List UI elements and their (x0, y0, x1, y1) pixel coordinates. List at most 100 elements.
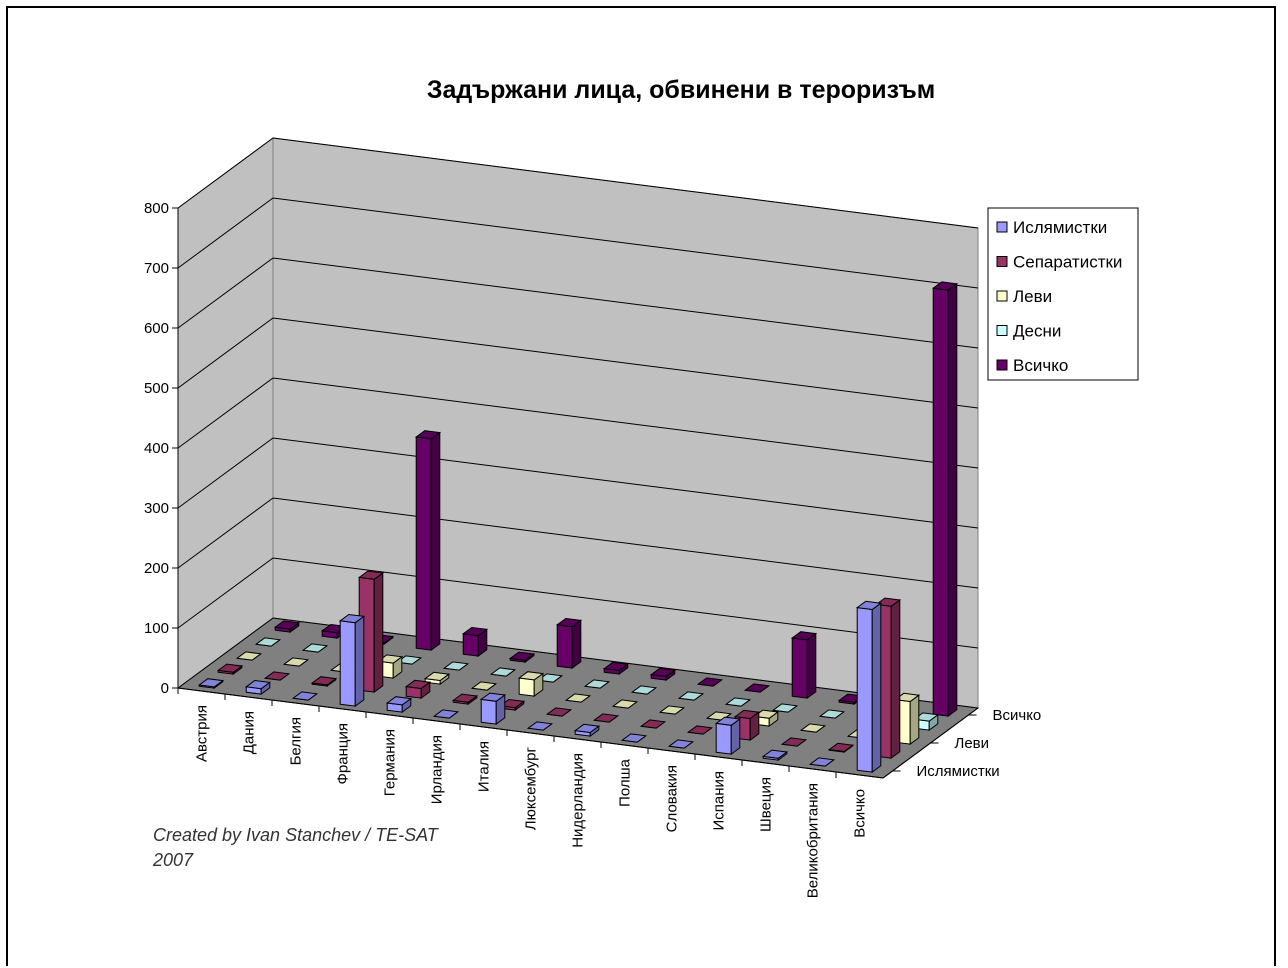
bar (780, 737, 808, 747)
chart-title: Задържани лица, обвинени в тероризъм (427, 76, 935, 104)
legend-swatch (996, 325, 1008, 336)
bar (244, 679, 272, 696)
bar (602, 661, 630, 676)
gridline (177, 557, 979, 649)
bar (743, 683, 771, 693)
y-tick-label: 800 (144, 200, 169, 217)
y-tick-label: 200 (144, 560, 169, 577)
bar (855, 600, 883, 774)
depth-tick-label: Леви (955, 735, 990, 752)
bar (658, 705, 686, 715)
bar (931, 281, 959, 718)
legend-swatch (996, 221, 1008, 233)
credit: Created by Ivan Stanchev / TE-SAT 2007 (152, 825, 440, 870)
x-tick-label: Италия (476, 741, 493, 792)
bar (461, 626, 489, 658)
bar (564, 693, 592, 703)
y-tick-label: 100 (144, 620, 169, 637)
gridline (177, 437, 979, 529)
x-tick-label: Дания (241, 711, 258, 754)
y-tick-label: 0 (161, 680, 169, 697)
x-tick-label: Австрия (194, 705, 211, 762)
bar (508, 651, 536, 664)
bar (677, 691, 705, 701)
y-tick-label: 700 (144, 260, 169, 277)
bar (385, 696, 413, 714)
x-axis-line (177, 687, 884, 779)
bar (291, 691, 319, 701)
bar (555, 617, 583, 670)
bar (714, 716, 742, 756)
legend-label: Ислямистки (1013, 218, 1107, 237)
gridlines (177, 137, 979, 709)
bar (489, 667, 517, 677)
credit-line2: 2007 (152, 850, 194, 870)
y-tick-label: 500 (144, 380, 169, 397)
legend-swatch (996, 359, 1008, 371)
x-tick-label: Белгия (288, 717, 305, 765)
bar (404, 679, 432, 700)
bar (611, 699, 639, 709)
legend: Ислямистки Сепаратистки Леви Десни Всичко (987, 207, 1139, 381)
bar (216, 663, 244, 676)
x-tick-label: Швеция (758, 777, 775, 832)
bar (639, 719, 667, 729)
bar (470, 681, 498, 691)
bar (254, 637, 282, 647)
bars (197, 281, 959, 774)
x-tick-label: Словакия (664, 765, 681, 832)
legend-label: Десни (1013, 322, 1061, 341)
bar (517, 671, 545, 698)
gridline (177, 617, 979, 709)
bar (790, 631, 818, 700)
depth-tick-label: Ислямистки (917, 763, 1000, 780)
legend-label: Сепаратистки (1013, 253, 1122, 272)
bar (799, 723, 827, 733)
bar (630, 685, 658, 695)
chart-svg: Задържани лица, обвинени в тероризъм 0 10… (144, 76, 1139, 898)
legend-label: Леви (1013, 287, 1052, 306)
bar (827, 742, 855, 754)
bar (273, 620, 301, 634)
legend-box (987, 207, 1139, 381)
x-tick-label: Испания (711, 771, 728, 831)
credit-line1: Created by Ivan Stanchev / TE-SAT (153, 825, 440, 845)
bar (592, 713, 620, 723)
bar (263, 671, 291, 681)
x-tick-label: Великобритания (805, 783, 822, 898)
legend-swatch (996, 290, 1008, 302)
bar (583, 679, 611, 689)
bar (808, 757, 836, 767)
bar (197, 678, 225, 690)
bar (761, 749, 789, 762)
gridline (177, 257, 979, 349)
chart-frame: Задържани лица, обвинени в тероризъм 0 10… (6, 6, 1276, 966)
gridline (177, 497, 979, 589)
gridline (177, 377, 979, 469)
bar (686, 725, 714, 735)
bar (432, 709, 460, 719)
bar (667, 739, 695, 749)
legend-label: Всичко (1013, 356, 1068, 375)
bar (724, 697, 752, 707)
y-axis-ticks: 0 100 200 300 400 500 600 700 800 (144, 200, 179, 697)
bar (282, 657, 310, 667)
bar (620, 733, 648, 743)
bar (310, 676, 338, 688)
bar (451, 693, 479, 706)
bar (818, 709, 846, 719)
gridline (177, 137, 979, 229)
x-tick-label: Германия (382, 729, 399, 796)
bar (498, 698, 526, 712)
bar (649, 667, 677, 682)
bar (696, 677, 724, 687)
bar (573, 723, 601, 738)
x-tick-label: Полша (617, 758, 634, 807)
depth-tick-label: Всичко (993, 707, 1042, 724)
x-tick-label: Всичко (852, 789, 869, 838)
bar (479, 692, 507, 726)
chart-title-text: Задържани лица, обвинени в тероризъм (427, 76, 935, 104)
bar (442, 661, 470, 671)
y-tick-label: 600 (144, 320, 169, 337)
